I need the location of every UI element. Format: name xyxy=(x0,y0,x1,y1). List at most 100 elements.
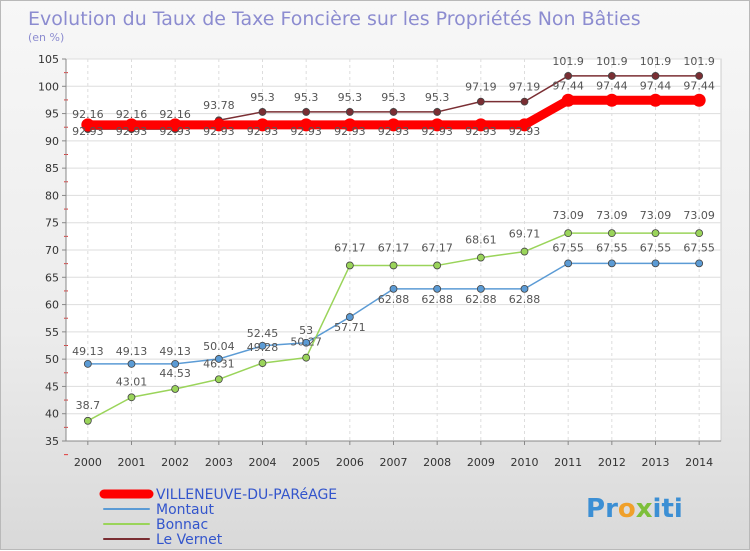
data-label-le-vernet: 95.3 xyxy=(425,91,450,104)
data-point-montaut xyxy=(83,359,92,368)
data-label-montaut: 67.55 xyxy=(552,241,584,254)
data-point-bonnac xyxy=(389,261,398,270)
data-label-montaut: 49.13 xyxy=(159,345,191,358)
data-label-villeneuve-du-par-age: 92.93 xyxy=(203,125,235,138)
data-point-villeneuve-du-par-age xyxy=(649,93,662,107)
legend-label: VILLENEUVE-DU-PARéAGE xyxy=(156,487,337,503)
data-label-villeneuve-du-par-age: 92.93 xyxy=(159,125,191,138)
data-label-bonnac: 50.27 xyxy=(290,336,322,349)
data-point-montaut xyxy=(258,341,267,350)
data-label-bonnac: 73.09 xyxy=(640,209,672,222)
x-tick-label: 2007 xyxy=(380,456,408,469)
data-label-bonnac: 67.17 xyxy=(421,241,453,254)
x-tick-label: 2012 xyxy=(598,456,626,469)
x-tick-label: 2000 xyxy=(74,456,102,469)
data-label-villeneuve-du-par-age: 92.93 xyxy=(290,125,322,138)
data-label-montaut: 53 xyxy=(299,324,313,337)
data-label-montaut: 52.45 xyxy=(247,327,279,340)
data-point-villeneuve-du-par-age xyxy=(212,118,226,132)
data-label-montaut: 49.13 xyxy=(116,345,148,358)
y-tick-label: 35 xyxy=(45,435,59,448)
data-point-montaut xyxy=(389,284,398,293)
data-point-montaut xyxy=(302,338,311,347)
data-point-villeneuve-du-par-age xyxy=(125,118,138,132)
y-tick-label: 55 xyxy=(45,326,59,339)
data-label-montaut: 67.55 xyxy=(640,241,672,254)
proxiti-logo-text: Proxiti xyxy=(586,494,683,524)
data-label-le-vernet: 101.9 xyxy=(596,55,628,68)
data-point-le-vernet xyxy=(476,97,485,106)
data-point-montaut xyxy=(345,313,354,321)
data-point-bonnac xyxy=(83,416,92,425)
data-point-villeneuve-du-par-age xyxy=(387,118,400,132)
data-label-montaut: 62.88 xyxy=(509,293,541,306)
data-point-bonnac xyxy=(302,353,311,362)
chart-title: Evolution du Taux de Taxe Foncière sur l… xyxy=(28,8,641,30)
data-label-villeneuve-du-par-age: 97.44 xyxy=(596,79,628,92)
data-label-le-vernet: 93.78 xyxy=(203,99,235,112)
data-label-villeneuve-du-par-age: 92.93 xyxy=(465,125,497,138)
data-point-bonnac xyxy=(433,261,442,270)
data-point-villeneuve-du-par-age xyxy=(561,93,575,107)
data-label-montaut: 67.55 xyxy=(683,241,715,254)
data-point-montaut xyxy=(520,284,529,293)
logo-letter: i xyxy=(653,494,662,524)
data-point-le-vernet xyxy=(258,108,267,116)
data-point-villeneuve-du-par-age xyxy=(474,118,488,132)
data-point-bonnac xyxy=(345,261,354,270)
y-tick-label: 70 xyxy=(45,244,59,257)
data-point-bonnac xyxy=(476,253,485,262)
data-label-montaut: 57.71 xyxy=(334,321,366,334)
data-point-villeneuve-du-par-age xyxy=(256,118,269,132)
data-label-montaut: 62.88 xyxy=(421,293,453,306)
data-label-villeneuve-du-par-age: 92.93 xyxy=(509,125,541,138)
data-point-le-vernet xyxy=(651,72,660,80)
axes: 35 40 45 50 55 60 65 70 75 80 85 90 95 100 105 2000 2001… xyxy=(38,53,721,469)
y-tick-label: 95 xyxy=(45,108,59,121)
chart-subtitle: (en %) xyxy=(28,31,64,44)
data-point-le-vernet xyxy=(389,108,398,116)
data-point-le-vernet xyxy=(695,72,704,80)
data-point-villeneuve-du-par-age xyxy=(518,118,531,132)
data-label-bonnac: 73.09 xyxy=(552,209,584,222)
logo-letter: t xyxy=(661,494,673,524)
data-point-le-vernet xyxy=(607,72,616,80)
data-point-le-vernet xyxy=(564,72,573,80)
data-label-villeneuve-du-par-age: 92.93 xyxy=(334,125,366,138)
logo-letter: i xyxy=(674,494,683,524)
data-point-villeneuve-du-par-age xyxy=(430,118,444,132)
data-label-bonnac: 67.17 xyxy=(334,241,366,254)
data-point-villeneuve-du-par-age xyxy=(343,118,357,132)
legend-label: Le Vernet xyxy=(156,532,223,548)
data-label-villeneuve-du-par-age: 92.93 xyxy=(116,125,148,138)
data-label-villeneuve-du-par-age: 92.93 xyxy=(421,125,453,138)
data-label-montaut: 62.88 xyxy=(465,293,497,306)
data-label-bonnac: 73.09 xyxy=(596,209,628,222)
data-point-villeneuve-du-par-age xyxy=(692,93,706,107)
x-tick-label: 2013 xyxy=(642,456,670,469)
data-label-villeneuve-du-par-age: 92.93 xyxy=(378,125,410,138)
y-tick-label: 90 xyxy=(45,135,59,148)
data-label-bonnac: 69.71 xyxy=(509,228,541,241)
data-label-le-vernet: 97.19 xyxy=(465,81,497,94)
logo-letter: o xyxy=(618,494,636,524)
data-label-bonnac: 38.7 xyxy=(76,399,101,412)
data-label-bonnac: 49.28 xyxy=(247,341,279,354)
data-label-le-vernet: 95.3 xyxy=(250,91,275,104)
data-point-le-vernet xyxy=(433,108,442,116)
data-label-le-vernet: 95.3 xyxy=(381,91,406,104)
data-point-bonnac xyxy=(520,247,529,256)
data-label-montaut: 67.55 xyxy=(596,241,628,254)
legend-label: Bonnac xyxy=(156,517,208,533)
data-point-bonnac xyxy=(258,359,267,367)
data-point-montaut xyxy=(214,355,223,363)
y-tick-label: 80 xyxy=(45,189,59,202)
y-tick-label: 45 xyxy=(45,380,59,393)
data-point-le-vernet xyxy=(302,108,311,116)
series-layer xyxy=(81,72,706,425)
proxiti-logo: Proxiti xyxy=(586,494,683,524)
data-point-montaut xyxy=(433,284,442,293)
